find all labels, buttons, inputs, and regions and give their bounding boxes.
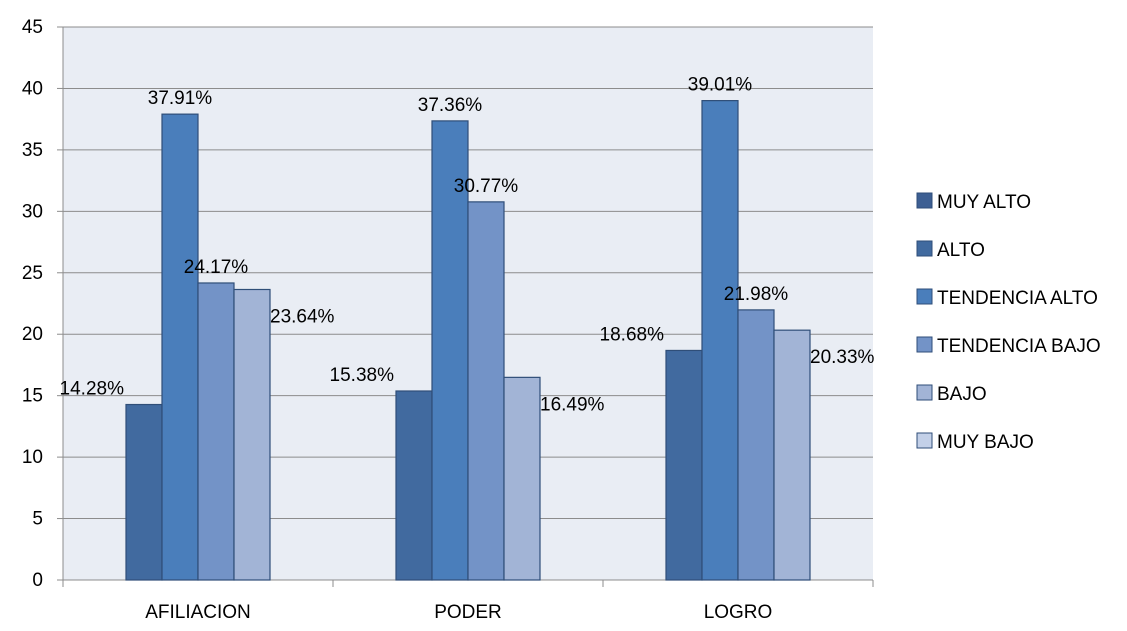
y-tick-label: 45 [22, 17, 43, 38]
bar [773, 329, 811, 581]
legend-label: TENDENCIA BAJO [937, 336, 1101, 357]
bar [125, 403, 163, 581]
data-label: 23.64% [270, 306, 335, 327]
legend-label: TENDENCIA ALTO [937, 288, 1098, 309]
y-tick-label: 15 [22, 386, 43, 407]
bar [701, 100, 739, 581]
bar [737, 309, 775, 581]
bar [197, 282, 235, 581]
x-category-label: LOGRO [704, 602, 773, 623]
data-label: 15.38% [330, 365, 395, 386]
legend-label: ALTO [937, 240, 985, 261]
data-label: 39.01% [688, 75, 753, 96]
x-category-label: AFILIACION [145, 602, 251, 623]
legend-swatch [916, 432, 933, 449]
legend-swatch [916, 240, 933, 257]
legend-swatch [916, 288, 933, 305]
legend-label: MUY ALTO [937, 192, 1031, 213]
data-label: 16.49% [540, 394, 605, 415]
y-tick-label: 40 [22, 78, 43, 99]
legend-label: MUY BAJO [937, 432, 1034, 453]
data-label: 37.36% [418, 95, 483, 116]
data-label: 21.98% [724, 284, 789, 305]
legend-swatch [916, 336, 933, 353]
x-category-label: PODER [434, 602, 502, 623]
y-tick-label: 5 [32, 509, 43, 530]
bar [665, 349, 703, 581]
y-tick-label: 30 [22, 201, 43, 222]
y-tick-label: 0 [32, 570, 43, 591]
data-label: 18.68% [600, 324, 665, 345]
y-tick-label: 20 [22, 324, 43, 345]
data-label: 14.28% [60, 379, 125, 400]
legend-label: BAJO [937, 384, 987, 405]
data-label: 30.77% [454, 176, 519, 197]
bar [395, 390, 433, 581]
y-tick-label: 25 [22, 263, 43, 284]
y-tick-label: 35 [22, 140, 43, 161]
legend-swatch [916, 192, 933, 209]
bar [503, 376, 541, 581]
bar [431, 120, 469, 581]
legend-swatch [916, 384, 933, 401]
bar [233, 288, 271, 581]
bar [161, 113, 199, 581]
data-label: 24.17% [184, 257, 249, 278]
bar [467, 201, 505, 581]
y-tick-label: 10 [22, 447, 43, 468]
data-label: 37.91% [148, 88, 213, 109]
data-label: 20.33% [810, 347, 875, 368]
